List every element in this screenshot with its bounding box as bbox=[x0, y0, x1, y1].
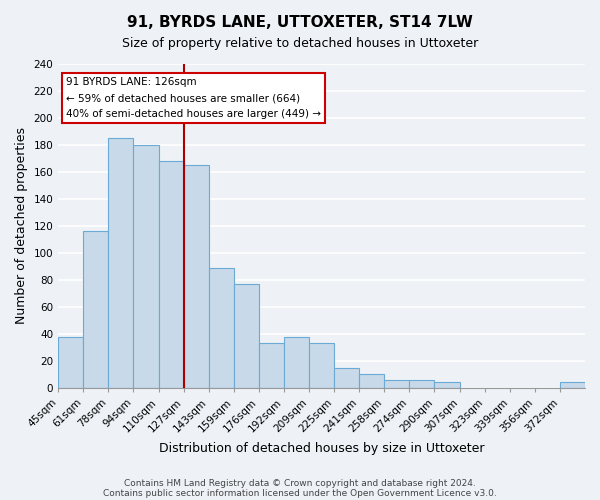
Text: Contains public sector information licensed under the Open Government Licence v3: Contains public sector information licen… bbox=[103, 488, 497, 498]
Text: Size of property relative to detached houses in Uttoxeter: Size of property relative to detached ho… bbox=[122, 38, 478, 51]
Bar bbox=[409, 380, 434, 388]
Bar bbox=[334, 368, 359, 388]
Bar bbox=[309, 344, 334, 388]
Bar bbox=[385, 380, 409, 388]
Bar bbox=[58, 336, 83, 388]
Text: Contains HM Land Registry data © Crown copyright and database right 2024.: Contains HM Land Registry data © Crown c… bbox=[124, 478, 476, 488]
Bar bbox=[259, 344, 284, 388]
Bar bbox=[359, 374, 385, 388]
Text: 91 BYRDS LANE: 126sqm
← 59% of detached houses are smaller (664)
40% of semi-det: 91 BYRDS LANE: 126sqm ← 59% of detached … bbox=[65, 78, 320, 118]
Bar bbox=[109, 138, 133, 388]
Text: 91, BYRDS LANE, UTTOXETER, ST14 7LW: 91, BYRDS LANE, UTTOXETER, ST14 7LW bbox=[127, 15, 473, 30]
Bar bbox=[133, 145, 158, 388]
Bar bbox=[209, 268, 234, 388]
Bar bbox=[184, 165, 209, 388]
Bar bbox=[234, 284, 259, 388]
Bar bbox=[83, 232, 109, 388]
Bar bbox=[560, 382, 585, 388]
Bar bbox=[158, 161, 184, 388]
Bar bbox=[284, 336, 309, 388]
X-axis label: Distribution of detached houses by size in Uttoxeter: Distribution of detached houses by size … bbox=[159, 442, 484, 455]
Bar bbox=[434, 382, 460, 388]
Y-axis label: Number of detached properties: Number of detached properties bbox=[15, 128, 28, 324]
